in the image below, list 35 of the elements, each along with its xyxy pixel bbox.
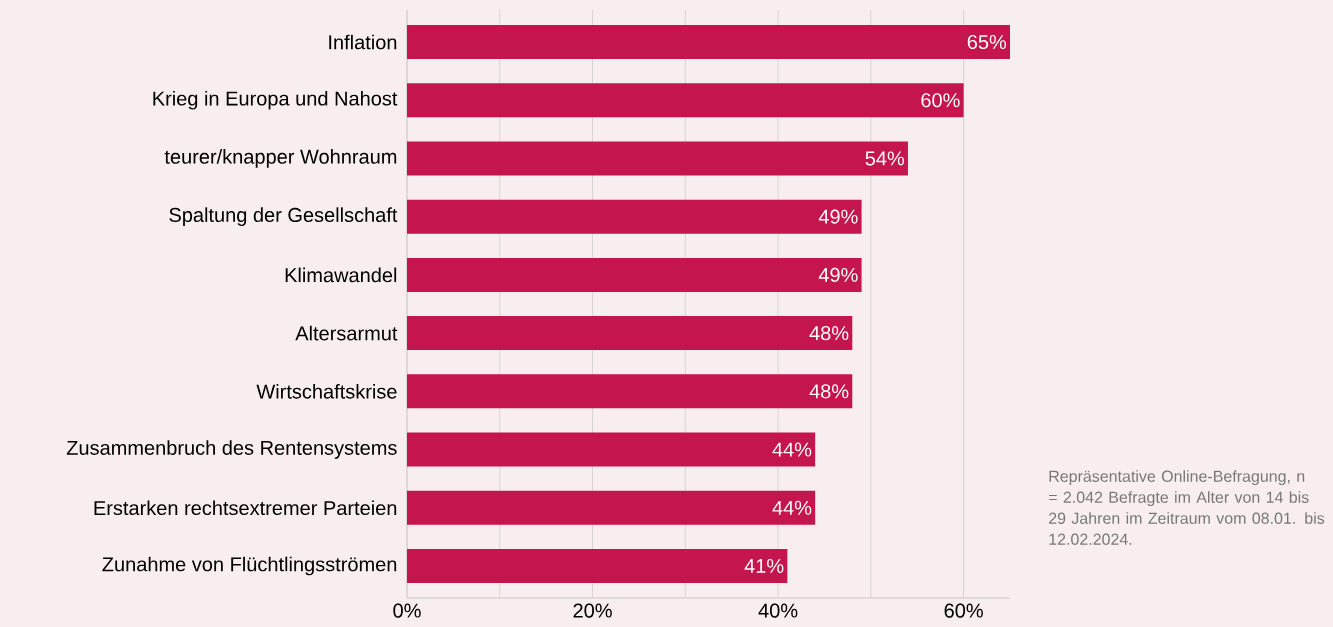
data-label: 44% (772, 442, 812, 457)
data-label: 48% (809, 326, 849, 341)
data-label: 41% (744, 558, 784, 573)
x-tick-label: 60% (944, 603, 983, 618)
bar (407, 316, 853, 351)
bar (407, 83, 964, 118)
y-tick-label: Wirtschaftskrise (256, 383, 397, 399)
bar (407, 199, 862, 234)
y-tick-label: Altersarmut (295, 325, 398, 341)
bar (407, 548, 788, 583)
y-tick-label: Erstarken rechtsextremer Parteien (94, 500, 397, 516)
data-label: 54% (865, 151, 905, 166)
data-label: 48% (809, 384, 849, 399)
data-label: 44% (772, 500, 812, 515)
y-tick-label: Klimawandel (285, 267, 397, 283)
bar (407, 490, 816, 525)
bar (407, 374, 853, 409)
data-label: 49% (818, 267, 858, 282)
y-tick-label: Spaltung der Gesellschaft (169, 207, 398, 226)
data-label: 60% (921, 93, 960, 108)
text: Repräsentative Online-Befragung, n = 2.042 Befragte im Alter von 14 bis 29 Jahren im Zeitraum vom 08.01. bis 12.02.2024. (1048, 470, 1325, 545)
data-label: 49% (818, 209, 858, 224)
y-tick-label: Zusammenbruch des Rentensystems (66, 440, 397, 459)
x-tick-label: 20% (573, 603, 612, 618)
bar (407, 257, 862, 292)
x-tick-label: 0% (393, 603, 421, 618)
y-tick-label: Krieg in Europa und Nahost (153, 90, 398, 110)
data-label: 65% (967, 34, 1007, 50)
bar (407, 25, 1011, 60)
y-tick-label: teurer/knapper Wohnraum (164, 149, 397, 168)
y-tick-label: Zunahme von Flüchtlingsströmen (102, 556, 397, 576)
y-tick-label: Inflation (329, 34, 397, 50)
bar (407, 141, 908, 176)
x-tick-label: 40% (758, 603, 798, 618)
bar (407, 432, 816, 467)
